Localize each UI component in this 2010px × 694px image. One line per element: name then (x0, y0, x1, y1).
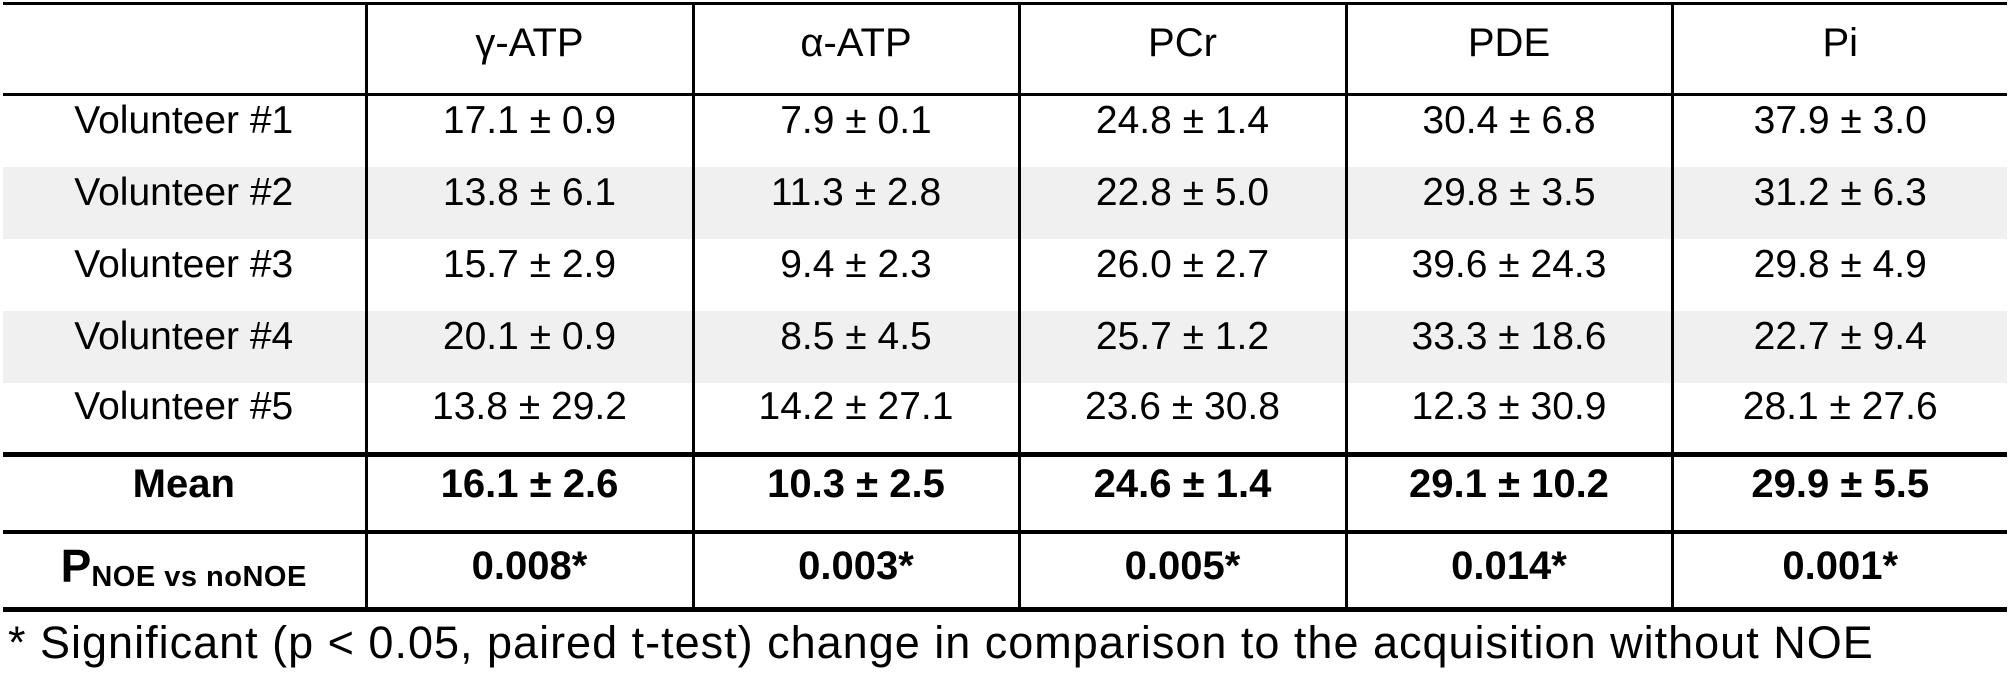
mean-value: 24.6 ± 1.4 (1017, 454, 1346, 534)
cell-value: 15.7 ± 2.9 (364, 238, 693, 311)
cell-value: 9.4 ± 2.3 (691, 238, 1019, 311)
row-label: Volunteer #2 (74, 170, 294, 214)
cell-value: 30.4 ± 6.8 (1344, 94, 1672, 167)
p-value: 0.001* (1670, 531, 2007, 612)
cell-value: 17.1 ± 0.9 (364, 94, 693, 167)
cell-value: 33.3 ± 18.6 (1344, 310, 1672, 383)
cell-value: 20.1 ± 0.9 (364, 310, 693, 383)
table-row-volunteer-5: Volunteer #5 13.8 ± 29.2 14.2 ± 27.1 23.… (3, 382, 2007, 457)
header-cell-empty (3, 3, 366, 96)
significance-footnote: * Significant (p < 0.05, paired t-test) … (8, 617, 1874, 668)
cell-value: 29.8 ± 4.9 (1670, 238, 2007, 311)
cell-value: 24.8 ± 1.4 (1017, 94, 1346, 167)
cell-value: 22.7 ± 9.4 (1670, 310, 2007, 383)
p-row-label-subscript: NOE vs noNOE (91, 560, 307, 593)
table-row-volunteer-1: Volunteer #1 17.1 ± 0.9 7.9 ± 0.1 24.8 ±… (3, 94, 2007, 167)
header-cell-pde: PDE (1344, 3, 1672, 96)
table-row-volunteer-2: Volunteer #2 13.8 ± 6.1 11.3 ± 2.8 22.8 … (3, 166, 2007, 239)
p-row-label: PNOE vs noNOE (3, 531, 366, 612)
mean-row-label: Mean (3, 454, 366, 534)
cell-value: 26.0 ± 2.7 (1017, 238, 1346, 311)
table-row-volunteer-4: Volunteer #4 20.1 ± 0.9 8.5 ± 4.5 25.7 ±… (3, 310, 2007, 383)
cell-value: 39.6 ± 24.3 (1344, 238, 1672, 311)
cell-value: 7.9 ± 0.1 (691, 94, 1019, 167)
row-label: Volunteer #4 (74, 314, 294, 358)
header-cell-pcr: PCr (1017, 3, 1346, 96)
cell-value: 11.3 ± 2.8 (691, 166, 1019, 239)
cell-value: 23.6 ± 30.8 (1017, 382, 1346, 457)
mean-value: 29.1 ± 10.2 (1344, 454, 1672, 534)
cell-value: 13.8 ± 29.2 (364, 382, 693, 457)
table-figure: γ-ATP α-ATP PCr PDE Pi Volunteer #1 17.1… (3, 2, 2007, 669)
cell-value: 37.9 ± 3.0 (1670, 94, 2007, 167)
cell-value: 8.5 ± 4.5 (691, 310, 1019, 383)
table-row-pvalue: PNOE vs noNOE 0.008* 0.003* 0.005* 0.014… (3, 531, 2007, 612)
results-table: γ-ATP α-ATP PCr PDE Pi Volunteer #1 17.1… (3, 2, 2007, 612)
mean-value: 29.9 ± 5.5 (1670, 454, 2007, 534)
p-value: 0.005* (1017, 531, 1346, 612)
table-row-volunteer-3: Volunteer #3 15.7 ± 2.9 9.4 ± 2.3 26.0 ±… (3, 238, 2007, 311)
row-label: Volunteer #5 (3, 382, 366, 457)
cell-value: 13.8 ± 6.1 (364, 166, 693, 239)
row-label: Volunteer #3 (74, 242, 294, 286)
mean-value: 16.1 ± 2.6 (364, 454, 693, 534)
header-cell-alpha-atp: α-ATP (691, 3, 1019, 96)
cell-value: 25.7 ± 1.2 (1017, 310, 1346, 383)
cell-value: 29.8 ± 3.5 (1344, 166, 1672, 239)
p-row-label-main: P (60, 539, 92, 592)
cell-value: 14.2 ± 27.1 (691, 382, 1019, 457)
header-cell-pi: Pi (1670, 3, 2007, 96)
row-label: Volunteer #1 (74, 99, 294, 143)
cell-value: 31.2 ± 6.3 (1670, 166, 2007, 239)
p-value: 0.014* (1344, 531, 1672, 612)
cell-value: 22.8 ± 5.0 (1017, 166, 1346, 239)
mean-value: 10.3 ± 2.5 (691, 454, 1019, 534)
cell-value: 28.1 ± 27.6 (1670, 382, 2007, 457)
cell-value: 12.3 ± 30.9 (1344, 382, 1672, 457)
table-row-mean: Mean 16.1 ± 2.6 10.3 ± 2.5 24.6 ± 1.4 29… (3, 454, 2007, 534)
header-cell-gamma-atp: γ-ATP (364, 3, 693, 96)
header-row: γ-ATP α-ATP PCr PDE Pi (3, 3, 2007, 96)
p-value: 0.003* (691, 531, 1019, 612)
p-value: 0.008* (364, 531, 693, 612)
